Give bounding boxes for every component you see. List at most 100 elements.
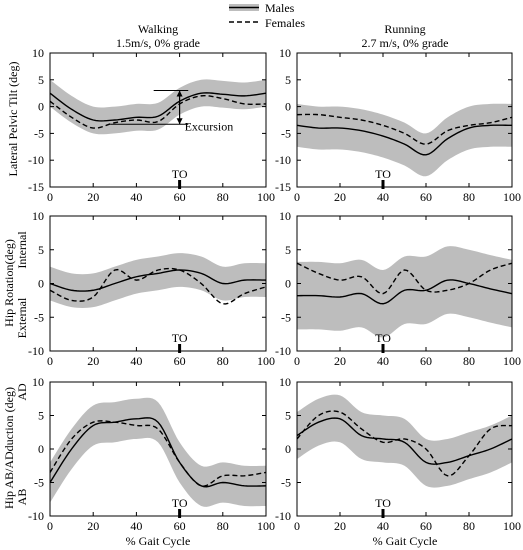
x-tick-label: 80 bbox=[463, 519, 475, 533]
y-tick-label: -10 bbox=[275, 153, 291, 167]
males-sd-band bbox=[297, 103, 512, 177]
x-tick-label: 60 bbox=[174, 354, 186, 368]
x-tick-label: 60 bbox=[420, 354, 432, 368]
males-sd-band bbox=[50, 79, 266, 135]
x-tick-label: 20 bbox=[87, 354, 99, 368]
x-tick-label: 20 bbox=[334, 519, 346, 533]
ylabel-hip-abduction: Hip AB/ADduction (deg) bbox=[2, 387, 16, 509]
legend: Males Females bbox=[229, 1, 305, 30]
y-tick-label: -5 bbox=[34, 476, 44, 490]
x-tick-label: 20 bbox=[334, 354, 346, 368]
y-tick-label: 10 bbox=[32, 209, 44, 223]
y-tick-label: 0 bbox=[285, 100, 291, 114]
x-tick-label: 0 bbox=[47, 519, 53, 533]
col-title-running: Running bbox=[384, 22, 425, 36]
y-tick-label: -15 bbox=[28, 180, 44, 194]
series-line-males bbox=[49, 417, 267, 488]
series-line-males bbox=[296, 417, 513, 465]
xlabel-walking: % Gait Cycle bbox=[126, 534, 191, 548]
x-tick-label: 0 bbox=[47, 190, 53, 204]
x-tick-label: 80 bbox=[217, 519, 229, 533]
x-tick-label: 100 bbox=[503, 190, 521, 204]
y-tick-label: 5 bbox=[285, 73, 291, 87]
y-tick-label: 0 bbox=[38, 277, 44, 291]
panel-walk-rot: 0 20 40 60 80 100 -10 -5 0 5 10 TO bbox=[28, 209, 275, 368]
to-label: TO bbox=[375, 496, 391, 510]
panel-walk-tilt: 0 20 40 60 80 100 -15 -10 -5 0 5 10 TO Excursion bbox=[28, 46, 275, 204]
y-tick-label: -10 bbox=[28, 153, 44, 167]
ylabel-hip-rotation: Hip Rotation(deg) bbox=[2, 239, 16, 327]
series-line-females bbox=[296, 410, 513, 477]
xlabel-running: % Gait Cycle bbox=[373, 534, 438, 548]
y-tick-label: 5 bbox=[38, 243, 44, 257]
legend-females-label: Females bbox=[265, 16, 305, 30]
to-label: TO bbox=[375, 167, 391, 181]
x-tick-label: 40 bbox=[130, 190, 142, 204]
x-tick-label: 80 bbox=[463, 354, 475, 368]
y-tick-label: -10 bbox=[275, 344, 291, 358]
y-tick-label: 0 bbox=[285, 442, 291, 456]
col-title-walking: Walking bbox=[138, 22, 178, 36]
y-tick-label: 10 bbox=[32, 46, 44, 60]
note-internal: Internal bbox=[15, 231, 29, 269]
x-tick-label: 80 bbox=[217, 354, 229, 368]
to-label: TO bbox=[375, 331, 391, 345]
x-tick-label: 20 bbox=[334, 190, 346, 204]
x-tick-label: 60 bbox=[174, 519, 186, 533]
x-tick-label: 0 bbox=[294, 354, 300, 368]
x-tick-label: 100 bbox=[257, 190, 275, 204]
y-tick-label: 10 bbox=[32, 375, 44, 389]
x-tick-label: 0 bbox=[294, 190, 300, 204]
y-tick-label: -15 bbox=[275, 180, 291, 194]
x-tick-label: 80 bbox=[217, 190, 229, 204]
x-tick-label: 100 bbox=[503, 354, 521, 368]
y-tick-label: -10 bbox=[28, 509, 44, 523]
x-tick-label: 20 bbox=[87, 190, 99, 204]
males-sd-band bbox=[297, 394, 512, 488]
col-subtitle-walking: 1.5m/s, 0% grade bbox=[116, 36, 200, 50]
series-line-males bbox=[296, 279, 513, 305]
y-tick-label: 0 bbox=[285, 277, 291, 291]
x-tick-label: 60 bbox=[174, 190, 186, 204]
y-tick-label: 0 bbox=[38, 442, 44, 456]
x-tick-label: 100 bbox=[503, 519, 521, 533]
x-tick-label: 40 bbox=[377, 190, 389, 204]
panel-walk-abd: 0 20 40 60 80 100 -10 -5 0 5 10 TO bbox=[28, 375, 275, 533]
y-tick-label: -10 bbox=[275, 509, 291, 523]
x-tick-label: 40 bbox=[130, 519, 142, 533]
series-line-females bbox=[49, 420, 267, 487]
series-line-females bbox=[49, 267, 267, 305]
y-tick-label: 5 bbox=[38, 409, 44, 423]
x-tick-label: 60 bbox=[420, 519, 432, 533]
series-line-males bbox=[49, 269, 267, 292]
excursion-arrowhead-top bbox=[176, 90, 183, 97]
excursion-label: Excursion bbox=[185, 119, 234, 133]
y-tick-label: 10 bbox=[279, 375, 291, 389]
excursion-arrowhead-bottom bbox=[176, 118, 183, 125]
note-external: External bbox=[15, 297, 29, 338]
x-tick-label: 60 bbox=[420, 190, 432, 204]
series-line-males bbox=[296, 124, 513, 156]
panel-run-tilt: 0 20 40 60 80 100 -15 -10 -5 0 5 10 TO bbox=[275, 46, 521, 204]
y-tick-label: 5 bbox=[38, 73, 44, 87]
x-tick-label: 100 bbox=[257, 519, 275, 533]
y-tick-label: 10 bbox=[279, 209, 291, 223]
legend-males-label: Males bbox=[265, 1, 295, 15]
y-tick-label: -5 bbox=[281, 126, 291, 140]
y-tick-label: -10 bbox=[28, 344, 44, 358]
note-ab: AB bbox=[15, 489, 29, 506]
x-tick-label: 40 bbox=[130, 354, 142, 368]
panel-run-abd: 0 20 40 60 80 100 -10 -5 0 5 10 TO bbox=[275, 375, 521, 533]
y-tick-label: 10 bbox=[279, 46, 291, 60]
x-tick-label: 100 bbox=[257, 354, 275, 368]
x-tick-label: 40 bbox=[377, 354, 389, 368]
y-tick-label: -5 bbox=[281, 310, 291, 324]
x-tick-label: 40 bbox=[377, 519, 389, 533]
note-ad: AD bbox=[15, 383, 29, 401]
to-label: TO bbox=[172, 496, 188, 510]
ylabel-pelvic-tilt: Lateral Pelvic Tilt (deg) bbox=[6, 62, 20, 177]
series-line-females bbox=[296, 113, 513, 145]
to-label: TO bbox=[172, 167, 188, 181]
